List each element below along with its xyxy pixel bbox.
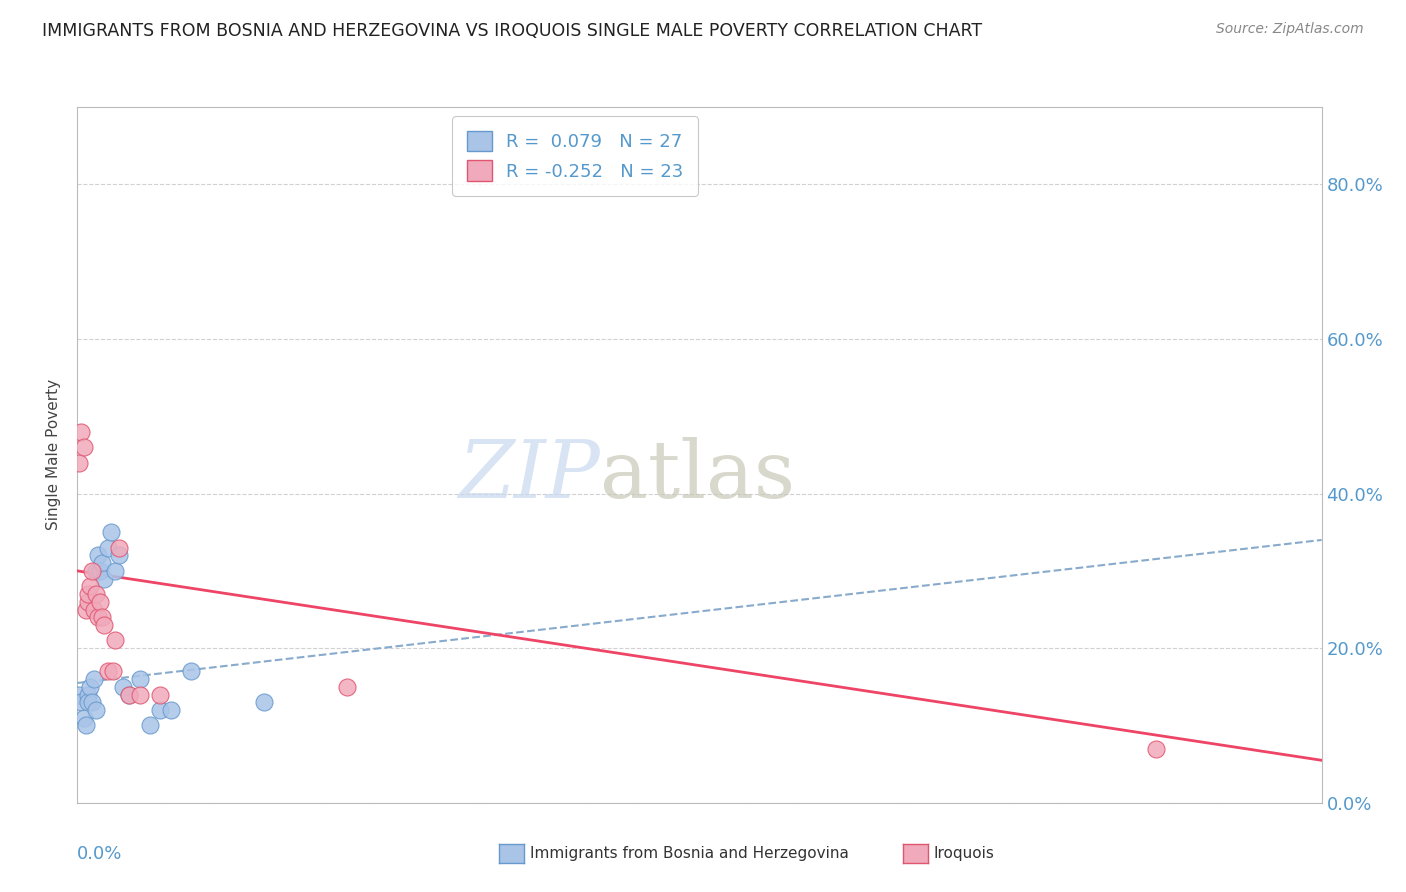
Legend: R =  0.079   N = 27, R = -0.252   N = 23: R = 0.079 N = 27, R = -0.252 N = 23 bbox=[453, 116, 697, 195]
Point bbox=[84, 587, 107, 601]
Point bbox=[84, 564, 107, 578]
Point bbox=[87, 610, 110, 624]
Point bbox=[83, 672, 105, 686]
Point bbox=[336, 680, 359, 694]
Point bbox=[70, 695, 93, 709]
Point bbox=[149, 688, 172, 702]
Point bbox=[87, 549, 110, 563]
Point bbox=[100, 525, 122, 540]
Point bbox=[118, 688, 141, 702]
Point bbox=[76, 595, 98, 609]
Point bbox=[149, 703, 172, 717]
Point bbox=[76, 587, 98, 601]
Text: IMMIGRANTS FROM BOSNIA AND HERZEGOVINA VS IROQUOIS SINGLE MALE POVERTY CORRELATI: IMMIGRANTS FROM BOSNIA AND HERZEGOVINA V… bbox=[42, 22, 983, 40]
Point bbox=[83, 602, 105, 616]
Point bbox=[128, 688, 150, 702]
Text: atlas: atlas bbox=[600, 437, 794, 515]
Point bbox=[91, 610, 114, 624]
Point bbox=[108, 549, 131, 563]
Point bbox=[93, 572, 115, 586]
Y-axis label: Single Male Poverty: Single Male Poverty bbox=[46, 379, 62, 531]
Point bbox=[72, 711, 94, 725]
Point bbox=[91, 556, 114, 570]
Point bbox=[108, 541, 131, 555]
Point bbox=[118, 688, 141, 702]
Point bbox=[75, 718, 97, 732]
Text: Source: ZipAtlas.com: Source: ZipAtlas.com bbox=[1216, 22, 1364, 37]
Point bbox=[79, 579, 101, 593]
Point bbox=[89, 595, 111, 609]
Point bbox=[80, 695, 103, 709]
Point bbox=[79, 680, 101, 694]
Text: 0.0%: 0.0% bbox=[77, 845, 122, 863]
Point bbox=[67, 456, 90, 470]
Point bbox=[253, 695, 276, 709]
Point bbox=[159, 703, 181, 717]
Point bbox=[89, 564, 111, 578]
Text: Iroquois: Iroquois bbox=[934, 847, 994, 861]
Point bbox=[104, 564, 127, 578]
Point bbox=[97, 665, 120, 679]
Point bbox=[111, 680, 134, 694]
Point bbox=[93, 618, 115, 632]
Text: ZIP: ZIP bbox=[458, 437, 600, 515]
Point bbox=[72, 440, 94, 454]
Point bbox=[97, 541, 120, 555]
Point bbox=[139, 718, 162, 732]
Point bbox=[1144, 741, 1167, 756]
Text: Immigrants from Bosnia and Herzegovina: Immigrants from Bosnia and Herzegovina bbox=[530, 847, 849, 861]
Point bbox=[104, 633, 127, 648]
Point bbox=[84, 703, 107, 717]
Point bbox=[80, 564, 103, 578]
Point bbox=[76, 695, 98, 709]
Point bbox=[101, 665, 124, 679]
Point bbox=[180, 665, 202, 679]
Point bbox=[70, 425, 93, 439]
Point bbox=[128, 672, 150, 686]
Point bbox=[67, 688, 90, 702]
Point bbox=[76, 688, 98, 702]
Point bbox=[75, 602, 97, 616]
